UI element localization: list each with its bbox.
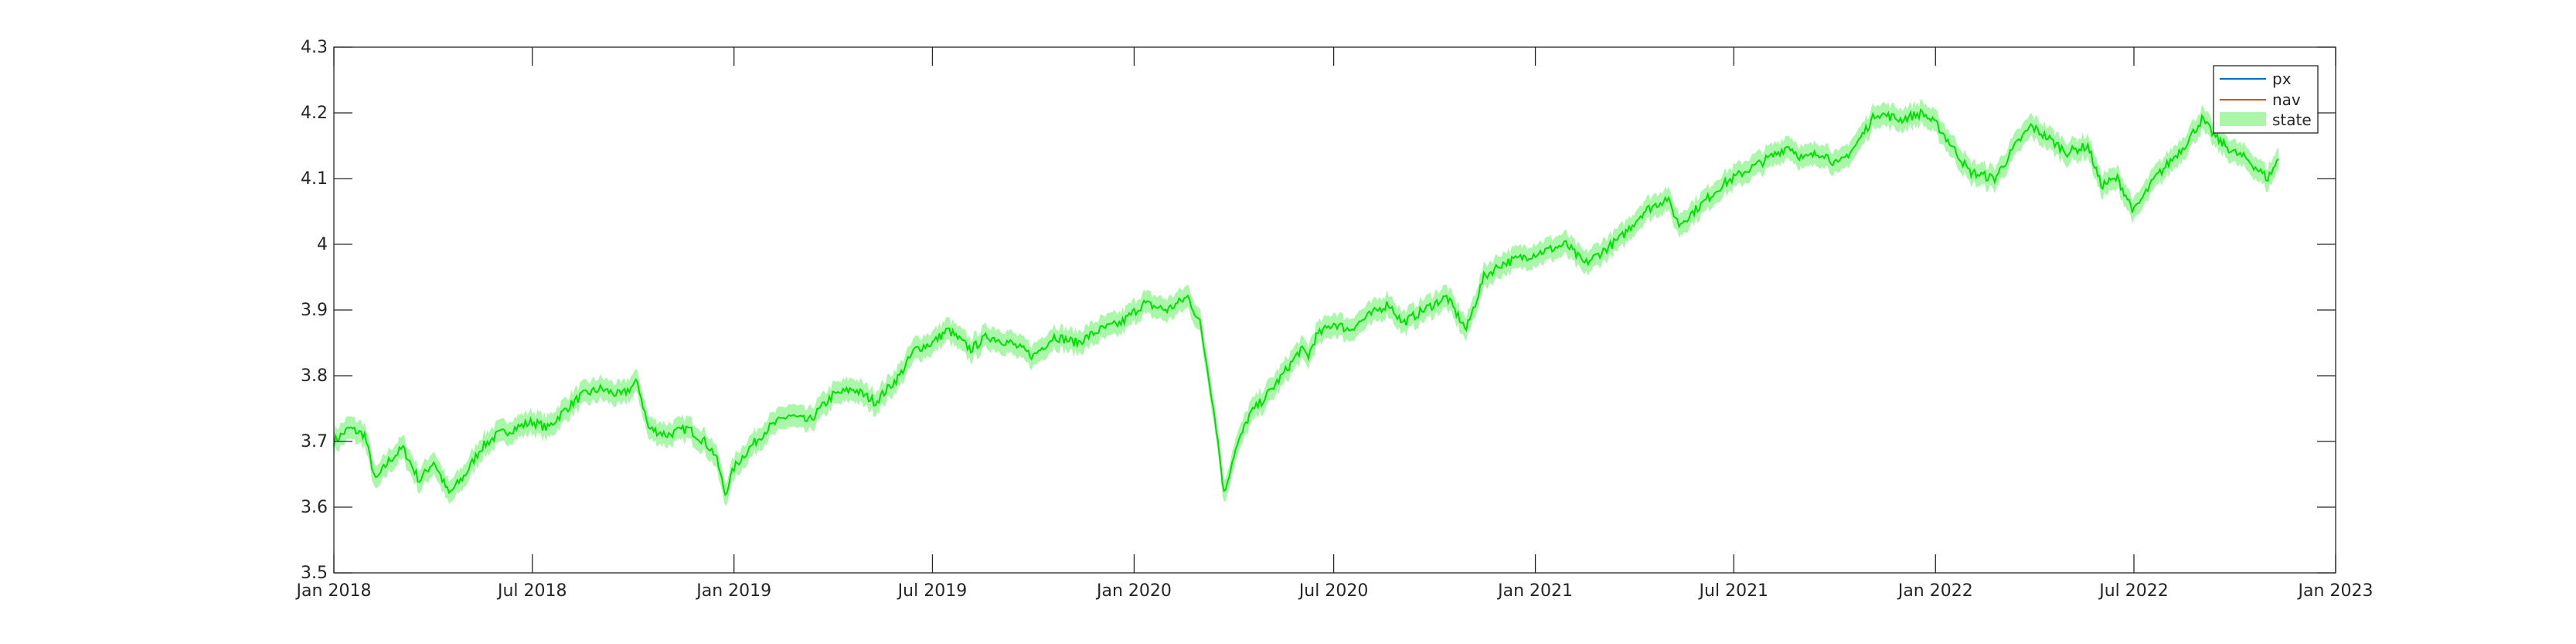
y-tick-label: 3.6 xyxy=(301,498,328,517)
plot-area xyxy=(334,47,2336,573)
x-tick-label: Jul 2018 xyxy=(496,581,567,601)
legend-px-label: px xyxy=(2272,70,2292,88)
y-tick-label: 4.1 xyxy=(301,169,328,189)
x-tick-label: Jan 2023 xyxy=(2297,581,2374,601)
x-tick-label: Jan 2019 xyxy=(695,581,771,601)
y-tick-label: 4.3 xyxy=(301,38,328,57)
x-tick-label: Jul 2020 xyxy=(1298,581,1369,601)
x-tick-label: Jul 2021 xyxy=(1698,581,1769,601)
x-axis: Jan 2018 Jul 2018 Jan 2019 Jul 2019 Jan 2020… xyxy=(295,47,2374,601)
legend-state-swatch xyxy=(2220,112,2266,126)
state-line-layer xyxy=(333,107,2279,497)
x-tick-label: Jan 2022 xyxy=(1897,581,1973,601)
x-tick-label: Jul 2019 xyxy=(897,581,968,601)
x-tick-label: Jan 2020 xyxy=(1095,581,1172,601)
legend-state-label: state xyxy=(2272,111,2312,129)
x-tick-label: Jan 2021 xyxy=(1496,581,1573,601)
state-confidence-band xyxy=(334,98,2279,506)
y-tick-label: 4 xyxy=(317,235,328,254)
y-axis: 3.5 3.6 3.7 3.8 3.9 4 4.1 4.2 4.3 xyxy=(301,38,2336,583)
y-tick-label: 4.2 xyxy=(301,104,328,123)
y-tick-label: 3.9 xyxy=(301,301,328,320)
y-tick-label: 3.5 xyxy=(301,564,328,583)
state-band-layer xyxy=(334,98,2279,506)
legend: px nav state xyxy=(2213,65,2319,134)
x-tick-label: Jan 2018 xyxy=(295,581,372,601)
y-tick-label: 3.8 xyxy=(301,366,328,386)
legend-nav-label: nav xyxy=(2272,90,2301,109)
state-line xyxy=(333,107,2279,497)
x-tick-label: Jul 2022 xyxy=(2098,581,2169,601)
y-tick-label: 3.7 xyxy=(301,432,328,451)
